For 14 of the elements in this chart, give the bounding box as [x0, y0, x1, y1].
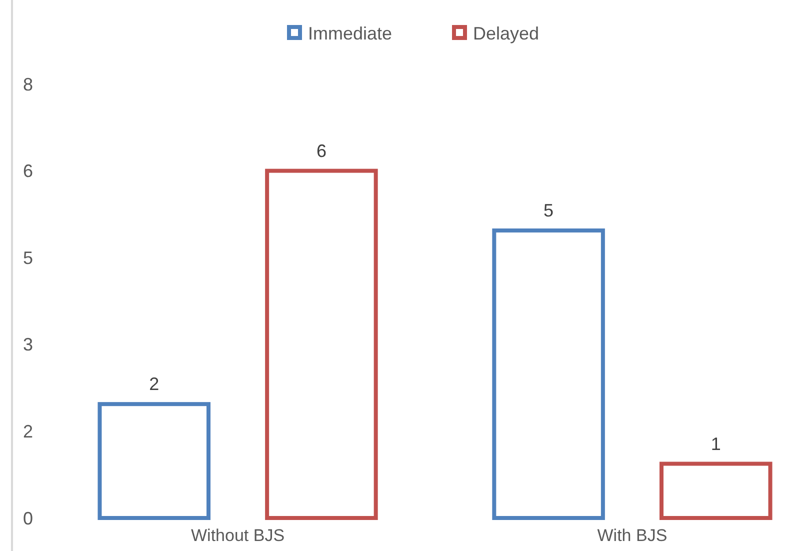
data-label: 6 [316, 140, 326, 161]
x-tick-label: With BJS [597, 526, 668, 545]
y-tick-label: 5 [22, 248, 34, 268]
y-tick-label: 8 [22, 74, 34, 94]
legend-label: Immediate [308, 23, 392, 44]
data-label: 5 [544, 200, 554, 220]
y-tick-label: 3 [22, 334, 34, 355]
y-tick-label: 2 [22, 422, 34, 442]
legend-label: Delayed [473, 23, 540, 44]
x-tick-label: Without BJS [191, 526, 285, 545]
data-label: 2 [149, 374, 160, 394]
y-tick-label: 0 [22, 508, 34, 528]
data-label: 1 [710, 434, 721, 454]
y-tick-label: 6 [22, 161, 34, 182]
